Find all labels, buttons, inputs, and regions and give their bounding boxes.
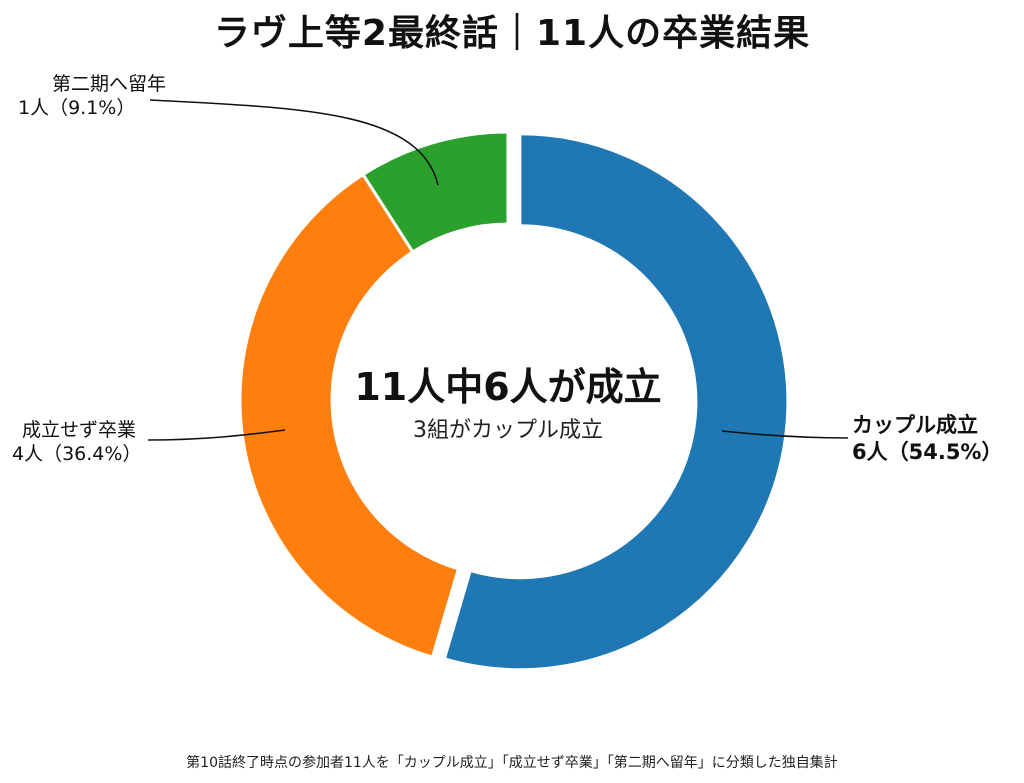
label-ryunen-value: 1人（9.1%）: [18, 97, 136, 119]
slice-0: [442, 132, 790, 672]
label-couple-value: 6人（54.5%）: [852, 440, 1003, 464]
label-ryunen: 第二期へ留年 1人（9.1%）: [18, 72, 167, 120]
chart-title: ラヴ上等2最終話｜11人の卒業結果: [213, 13, 811, 54]
label-ryunen-name: 第二期へ留年: [52, 73, 167, 95]
label-sotsugyo: 成立せず卒業 4人（36.4%）: [12, 418, 141, 466]
leader-couple: [721, 430, 849, 439]
center-main-text: 11人中6人が成立: [354, 365, 662, 409]
leader-sotsugyo: [147, 429, 286, 441]
footnote: 第10話終了時点の参加者11人を「カップル成立」「成立せず卒業」「第二期へ留年」…: [186, 755, 838, 771]
slice-1: [238, 172, 461, 660]
label-couple: カップル成立 6人（54.5%）: [852, 412, 1002, 466]
leader-ryunen: [149, 99, 439, 186]
label-sotsugyo-value: 4人（36.4%）: [12, 443, 142, 465]
center-sub-text: 3組がカップル成立: [413, 418, 603, 443]
label-sotsugyo-name: 成立せず卒業: [22, 419, 137, 441]
label-couple-name: カップル成立: [852, 413, 978, 437]
slice-2: [361, 130, 510, 255]
